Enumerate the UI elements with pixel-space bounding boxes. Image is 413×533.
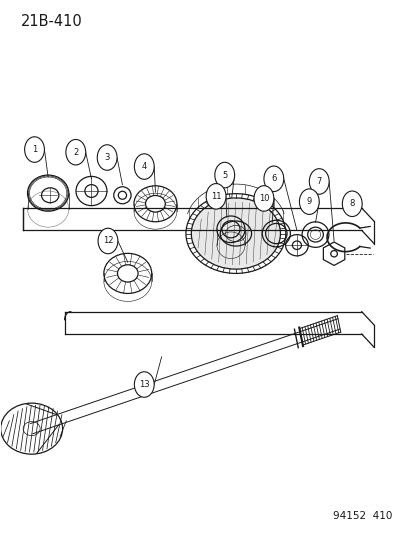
Circle shape: [342, 191, 361, 216]
Circle shape: [66, 140, 85, 165]
Circle shape: [98, 228, 118, 254]
Text: 4: 4: [141, 162, 147, 171]
Ellipse shape: [191, 198, 280, 269]
Text: 10: 10: [258, 194, 268, 203]
Circle shape: [134, 372, 154, 397]
Text: 9: 9: [306, 197, 311, 206]
Circle shape: [309, 168, 328, 194]
Circle shape: [24, 137, 44, 163]
Circle shape: [299, 189, 318, 214]
Text: 21B-410: 21B-410: [21, 14, 83, 29]
Circle shape: [97, 145, 117, 170]
Text: 94152  410: 94152 410: [332, 511, 392, 521]
Circle shape: [206, 183, 225, 209]
Text: 1: 1: [32, 145, 37, 154]
Circle shape: [263, 166, 283, 191]
Text: 6: 6: [271, 174, 276, 183]
Text: 2: 2: [73, 148, 78, 157]
Circle shape: [214, 163, 234, 188]
Text: 11: 11: [210, 192, 221, 201]
Text: 7: 7: [316, 177, 321, 186]
Text: 12: 12: [102, 237, 113, 246]
Circle shape: [254, 185, 273, 211]
Text: 3: 3: [104, 153, 109, 162]
Text: 13: 13: [139, 380, 149, 389]
Text: 5: 5: [222, 171, 227, 180]
Text: 8: 8: [349, 199, 354, 208]
Circle shape: [134, 154, 154, 179]
